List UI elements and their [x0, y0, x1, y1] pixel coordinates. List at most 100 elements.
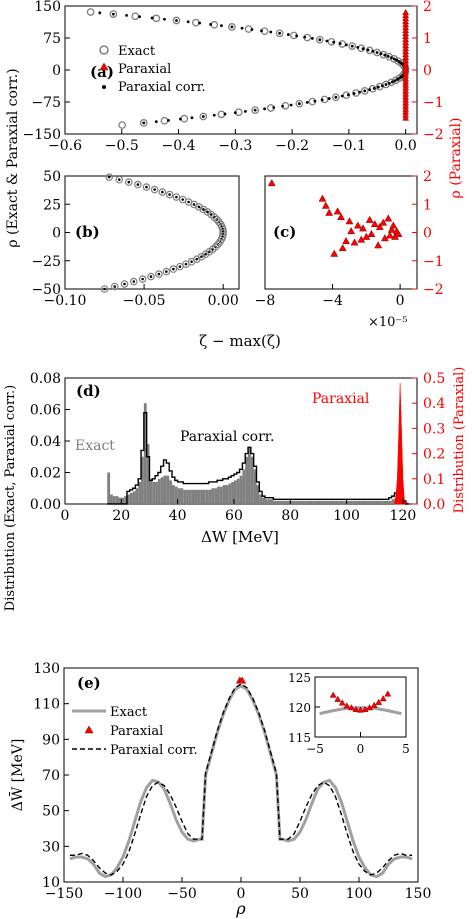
exact-bar	[202, 489, 206, 504]
paraxial-corr-point	[103, 287, 106, 291]
exact-bar	[293, 500, 296, 504]
exact-point	[86, 8, 95, 16]
paraxial-peak	[394, 383, 407, 505]
exact-bar	[231, 481, 234, 504]
paraxial-corr-line	[69, 683, 413, 876]
paraxial-corr-point	[250, 28, 254, 31]
paraxial-corr-point	[297, 102, 301, 106]
exact-bar	[340, 500, 344, 504]
exact-bar	[273, 500, 277, 504]
d-right-ytick-label: 0.5	[423, 371, 445, 387]
exact-bar	[112, 496, 116, 504]
a-ytick-label: 75	[43, 31, 61, 47]
exact-point	[199, 112, 208, 121]
paraxial-corr-point	[358, 90, 361, 94]
paraxial-corr-point	[384, 83, 388, 86]
y-label-paraxial: ρ (Paraxial)	[448, 118, 464, 199]
paraxial-corr-point	[187, 200, 190, 204]
exact-point	[178, 195, 187, 204]
paraxial-corr-point	[132, 280, 136, 283]
exact-bar	[262, 497, 265, 504]
paraxial-corr-point	[197, 205, 201, 209]
e-ytick-label: 50	[42, 804, 60, 820]
exact-bar	[172, 485, 175, 504]
paraxial-point	[402, 45, 410, 52]
exact-point	[165, 190, 174, 199]
y-label-exact-paraxial-corr: ρ (Exact & Paraxial corr.)	[5, 68, 21, 247]
e-xtick-label: 100	[346, 886, 373, 902]
exact-bar	[335, 500, 339, 504]
paraxial-corr-point	[230, 25, 234, 29]
paraxial-corr-point	[350, 44, 354, 48]
panel-a-marks	[86, 8, 410, 129]
panel-d-tag: (d)	[76, 382, 101, 400]
exact-bar	[326, 500, 330, 504]
exact-bar	[366, 500, 370, 504]
exact-bar	[315, 500, 319, 504]
exact-point	[109, 10, 118, 18]
paraxial-point	[402, 90, 410, 97]
exact-bar	[307, 500, 310, 504]
paraxial-point	[402, 114, 410, 121]
paraxial-point	[402, 66, 410, 73]
exact-bar	[360, 500, 364, 504]
paraxial-corr-point	[372, 86, 376, 90]
paraxial-corr-point	[318, 38, 322, 42]
paraxial-point	[321, 201, 330, 209]
exact-point	[180, 114, 189, 123]
exact-point	[176, 262, 184, 271]
exact-bar	[228, 483, 232, 504]
paraxial-point	[402, 87, 410, 94]
paraxial-point	[402, 75, 410, 82]
exact-bar	[309, 500, 313, 504]
paraxial-corr-point	[190, 116, 194, 120]
paraxial-point	[353, 221, 362, 229]
exact-bar	[236, 478, 240, 504]
a-right-ytick-label: 2	[423, 0, 432, 15]
inset-paraxial-point	[379, 695, 387, 702]
exact-bar	[157, 478, 161, 504]
panel-e-marks	[69, 676, 413, 879]
paraxial-corr-point	[223, 112, 227, 116]
exact-bar	[312, 500, 316, 504]
panel-a-legend: Exact Paraxial Paraxial corr.	[99, 44, 206, 95]
a-right-ytick-label: −2	[423, 127, 444, 143]
paraxial-corr-point	[281, 104, 284, 108]
paraxial-point	[365, 215, 374, 223]
paraxial-point	[379, 218, 388, 226]
b-ytick-label: −25	[31, 254, 61, 270]
exact-point	[210, 20, 219, 29]
exact-point	[120, 280, 129, 288]
exact-bar	[141, 456, 144, 504]
exact-bar	[233, 480, 237, 504]
panel-e-legend: Exact Paraxial Paraxial corr.	[72, 705, 198, 758]
exact-point	[139, 119, 148, 127]
a-xtick-label: −0.4	[162, 138, 196, 154]
paraxial-point	[402, 96, 410, 103]
paraxial-corr-point	[305, 101, 309, 104]
d-xtick-label: 120	[390, 508, 417, 524]
paraxial-corr-point	[153, 188, 156, 191]
inset-paraxial-point	[347, 704, 355, 711]
inset-paraxial-point	[329, 691, 337, 698]
legend-paraxial-label: Paraxial	[118, 62, 171, 77]
paraxial-point	[374, 241, 383, 249]
paraxial-point	[402, 36, 410, 43]
paraxial-corr-point	[167, 118, 170, 122]
paraxial-corr-point	[157, 272, 161, 276]
exact-point	[348, 42, 357, 50]
paraxial-corr-point	[386, 54, 390, 58]
exact-point	[152, 14, 161, 23]
paraxial-point	[367, 229, 376, 237]
exact-bar	[155, 481, 158, 504]
paraxial-corr-point	[338, 42, 342, 45]
exact-bar	[250, 456, 254, 504]
exact-bar	[352, 500, 356, 504]
exact-point	[203, 208, 212, 216]
paraxial-point	[402, 39, 410, 46]
exact-bar	[380, 500, 384, 504]
paraxial-corr-point	[209, 22, 213, 26]
exact-point	[158, 188, 167, 196]
y-label-distribution-paraxial: Distribution (Paraxial)	[452, 367, 467, 514]
x-label-rho: ρ	[235, 899, 246, 918]
